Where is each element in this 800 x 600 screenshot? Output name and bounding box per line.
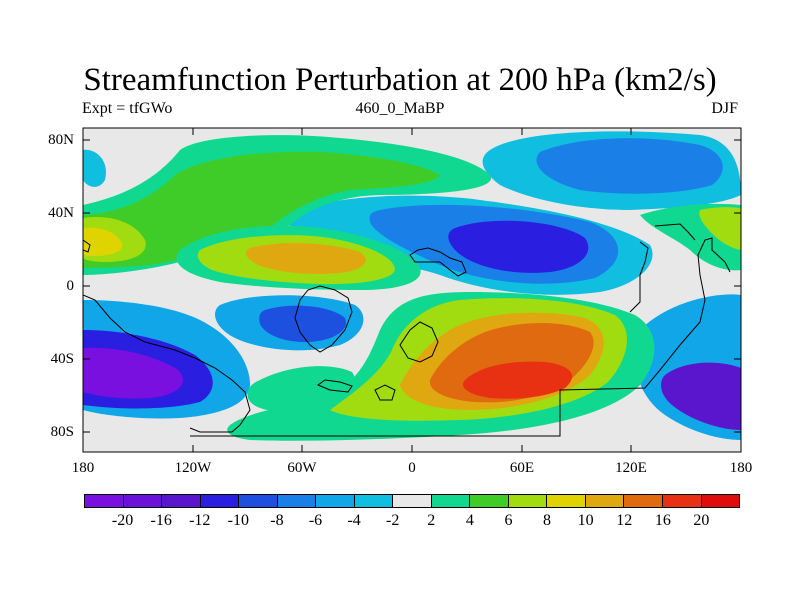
colorbar-swatch	[85, 495, 124, 507]
colorbar-swatch	[624, 495, 663, 507]
colorbar-swatch	[470, 495, 509, 507]
neg-region-south-america-core	[259, 305, 346, 343]
colorbar-swatch	[123, 495, 163, 507]
colorbar-label: 8	[543, 512, 552, 529]
colorbar-label: 4	[465, 512, 474, 529]
coast-asia-north	[654, 223, 696, 241]
pos-region-east-asia-core	[699, 207, 741, 250]
coast-antarctic	[190, 237, 731, 437]
lon-label-180w: 180	[71, 460, 95, 476]
lon-label-120w: 120W	[174, 460, 212, 476]
filled-contours	[83, 128, 741, 452]
colorbar	[84, 494, 740, 508]
colorbar-label: -4	[347, 512, 361, 529]
coast-south-atlantic-island	[316, 379, 353, 393]
neg-region-north-pacific	[83, 149, 106, 187]
coast-madagascar	[374, 384, 396, 401]
colorbar-label: 2	[427, 512, 436, 529]
coast-north-america-west	[83, 294, 251, 433]
colorbar-label: 20	[693, 512, 710, 529]
colorbar-label: -2	[386, 512, 400, 529]
coastlines	[83, 223, 731, 437]
colorbar-label: 16	[654, 512, 671, 529]
colorbar-swatch	[200, 495, 240, 507]
neg-region-north-atlantic-core	[536, 138, 723, 194]
lat-label-40n: 40N	[48, 205, 74, 221]
colorbar-label: -16	[150, 512, 172, 529]
colorbar-swatch	[431, 495, 471, 507]
colorbar-swatch	[662, 495, 702, 507]
colorbar-swatch	[547, 495, 586, 507]
colorbar-swatch	[277, 495, 317, 507]
colorbar-swatch	[508, 495, 548, 507]
colorbar-swatch	[585, 495, 625, 507]
neg-region-south-pacific-core	[83, 347, 183, 399]
coast-africa	[409, 247, 467, 277]
coast-africa-south	[399, 321, 439, 363]
pos-region-northern-band-inner	[83, 151, 440, 268]
neg-region-eurasia-core	[448, 220, 589, 273]
colorbar-label: -8	[270, 512, 284, 529]
colorbar-label: 6	[504, 512, 513, 529]
colorbar-label: -10	[227, 512, 249, 529]
time-label: 460_0_MaBP	[355, 100, 445, 117]
colorbar-swatch	[701, 495, 740, 507]
colorbar-swatch	[162, 495, 201, 507]
pos-region-patagonia	[247, 366, 355, 412]
colorbar-label: -20	[111, 512, 134, 529]
neg-region-south-indian-pacific-core	[660, 362, 741, 430]
colorbar-swatch	[393, 495, 432, 507]
season-label: DJF	[711, 100, 738, 117]
colorbar-swatch	[239, 495, 278, 507]
coast-asia-east	[629, 241, 649, 313]
lat-label-80n: 80N	[48, 132, 74, 148]
plot-title: Streamfunction Perturbation at 200 hPa (…	[83, 62, 717, 98]
pos-region-south-indian-core	[462, 361, 573, 399]
lon-label-180e: 180	[729, 460, 753, 476]
coast-south-america	[294, 285, 353, 353]
colorbar-swatch	[316, 495, 355, 507]
lon-label-0: 0	[408, 460, 416, 476]
colorbar-label: 10	[577, 512, 594, 529]
colorbar-label: 12	[616, 512, 633, 529]
colorbar-swatch	[354, 495, 394, 507]
colorbar-label: -12	[189, 512, 211, 529]
lat-label-0: 0	[66, 278, 75, 294]
pos-region-pacific-high-core	[83, 227, 123, 256]
axis-ticks	[83, 128, 741, 452]
lat-label-40s: 40S	[50, 351, 74, 367]
coast-islands-west	[83, 239, 91, 253]
lon-label-60e: 60E	[509, 460, 535, 476]
lat-label-80s: 80S	[50, 424, 74, 440]
experiment-label: Expt = tfGWo	[82, 100, 173, 117]
colorbar-label: -6	[308, 512, 323, 529]
pos-region-atlantic-ridge-core	[246, 243, 366, 275]
lon-label-60w: 60W	[287, 460, 317, 476]
lon-label-120e: 120E	[615, 460, 647, 476]
